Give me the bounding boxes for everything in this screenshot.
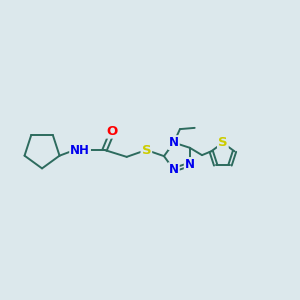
- Text: N: N: [169, 163, 179, 176]
- Text: N: N: [169, 136, 179, 149]
- Text: N: N: [185, 158, 195, 171]
- Text: NH: NH: [70, 143, 90, 157]
- Text: S: S: [142, 143, 151, 157]
- Text: S: S: [218, 136, 228, 149]
- Text: O: O: [106, 124, 118, 138]
